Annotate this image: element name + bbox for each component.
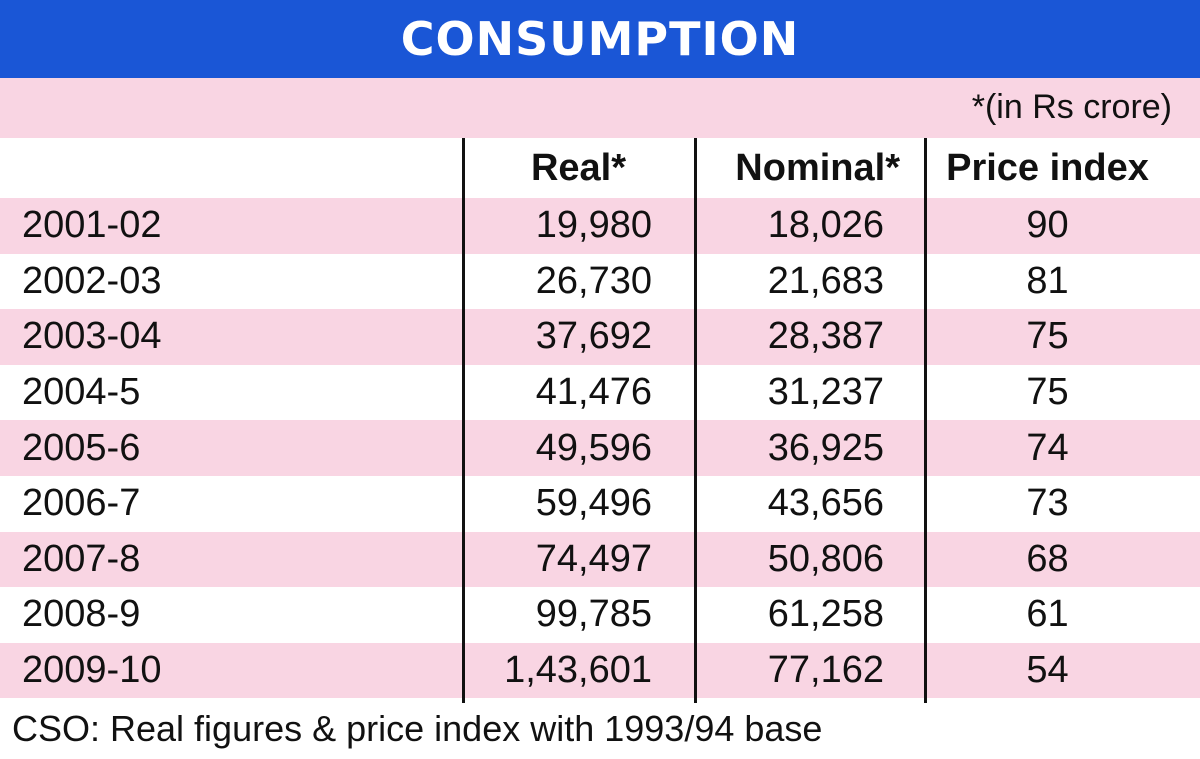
- unit-note-row: *(in Rs crore): [0, 78, 1200, 138]
- cell-price-index: 74: [1026, 426, 1069, 469]
- column-divider-1: [462, 138, 465, 703]
- cell-year: 2007-8: [22, 537, 141, 580]
- table-row: 2007-8 74,497 50,806 68: [0, 531, 1200, 588]
- cell-price-index: 90: [1026, 204, 1069, 247]
- header-real: Real*: [530, 146, 626, 189]
- cell-price-index: 68: [1026, 537, 1069, 580]
- footnote: CSO: Real figures & price index with 199…: [12, 708, 823, 749]
- table-row: 2006-7 59,496 43,656 73: [0, 475, 1200, 532]
- cell-real: 37,692: [535, 315, 652, 358]
- cell-real: 1,43,601: [504, 649, 652, 692]
- cell-price-index: 75: [1026, 315, 1069, 358]
- table-row: 2003-04 37,692 28,387 75: [0, 309, 1200, 365]
- cell-year: 2004-5: [22, 371, 141, 414]
- cell-real: 26,730: [535, 259, 652, 302]
- cell-nominal: 36,925: [767, 426, 884, 469]
- cell-nominal: 21,683: [767, 259, 884, 302]
- cell-nominal: 77,162: [767, 649, 884, 692]
- cell-year: 2001-02: [22, 204, 162, 247]
- table-row: 2004-5 41,476 31,237 75: [0, 364, 1200, 421]
- cell-real: 99,785: [535, 593, 652, 636]
- cell-nominal: 43,656: [767, 482, 884, 525]
- cell-real: 19,980: [535, 204, 652, 247]
- table-row: 2002-03 26,730 21,683 81: [0, 253, 1200, 310]
- header-price-index: Price index: [946, 146, 1149, 189]
- chart-title: CONSUMPTION: [400, 12, 800, 66]
- table-body: 2001-02 19,980 18,026 90 2002-03 26,730 21,683…: [0, 198, 1200, 699]
- cell-real: 49,596: [535, 426, 652, 469]
- table-row: 2005-6 49,596 36,925 74: [0, 420, 1200, 476]
- table-row: 2009-10 1,43,601 77,162 54: [0, 642, 1200, 699]
- cell-price-index: 61: [1026, 593, 1069, 636]
- cell-price-index: 54: [1026, 649, 1069, 692]
- cell-price-index: 81: [1026, 259, 1069, 302]
- cell-year: 2005-6: [22, 426, 141, 469]
- cell-real: 74,497: [535, 537, 652, 580]
- cell-nominal: 28,387: [767, 315, 884, 358]
- cell-price-index: 73: [1026, 482, 1069, 525]
- cell-year: 2006-7: [22, 482, 141, 525]
- cell-year: 2002-03: [22, 259, 162, 302]
- data-table: Real* Nominal* Price index 2001-02 19,980…: [0, 138, 1200, 699]
- cell-nominal: 61,258: [767, 593, 884, 636]
- title-bar: CONSUMPTION: [0, 0, 1200, 78]
- cell-nominal: 18,026: [767, 204, 884, 247]
- table-row: 2008-9 99,785 61,258 61: [0, 587, 1200, 643]
- unit-note: *(in Rs crore): [971, 88, 1172, 126]
- header-nominal: Nominal*: [735, 146, 900, 189]
- cell-year: 2003-04: [22, 315, 162, 358]
- table-row: 2001-02 19,980 18,026 90: [0, 198, 1200, 254]
- cell-nominal: 50,806: [767, 537, 884, 580]
- column-divider-2: [694, 138, 697, 703]
- table-header-row: Real* Nominal* Price index: [0, 138, 1200, 198]
- cell-real: 59,496: [535, 482, 652, 525]
- cell-price-index: 75: [1026, 371, 1069, 414]
- cell-nominal: 31,237: [767, 371, 884, 414]
- column-divider-3: [924, 138, 927, 703]
- cell-year: 2008-9: [22, 593, 141, 636]
- cell-real: 41,476: [535, 371, 652, 414]
- cell-year: 2009-10: [22, 649, 162, 692]
